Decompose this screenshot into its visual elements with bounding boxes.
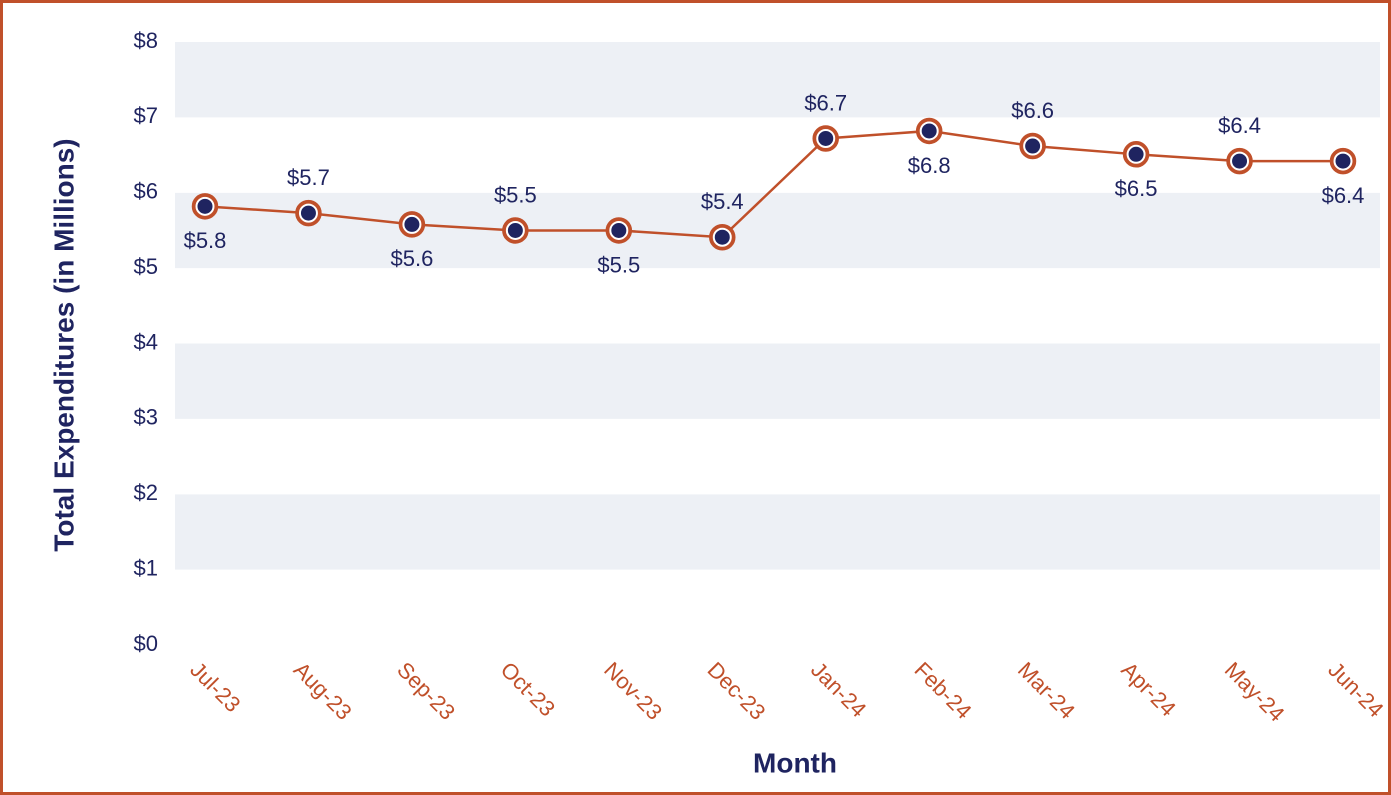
y-tick-label: $1 <box>134 555 158 580</box>
marker-ring <box>1230 151 1250 171</box>
data-label: $5.5 <box>597 252 640 277</box>
x-axis-label: Month <box>753 747 837 778</box>
marker-ring <box>1126 144 1146 164</box>
data-label: $6.4 <box>1218 113 1261 138</box>
marker-ring <box>195 196 215 216</box>
y-tick-label: $5 <box>134 254 158 279</box>
grid-band <box>175 494 1380 570</box>
grid-band <box>175 343 1380 419</box>
y-tick-label: $3 <box>134 405 158 430</box>
marker-ring <box>298 203 318 223</box>
y-tick-label: $6 <box>134 179 158 204</box>
data-label: $5.5 <box>494 182 537 207</box>
data-label: $5.8 <box>184 228 227 253</box>
marker-ring <box>609 220 629 240</box>
marker-ring <box>712 227 732 247</box>
grid-band <box>175 117 1380 193</box>
marker-ring <box>919 121 939 141</box>
data-label: $6.7 <box>804 90 847 115</box>
grid-band <box>175 569 1380 645</box>
data-label: $6.5 <box>1115 176 1158 201</box>
data-label: $6.6 <box>1011 98 1054 123</box>
y-tick-label: $4 <box>134 329 158 354</box>
marker-ring <box>505 220 525 240</box>
data-label: $5.6 <box>390 246 433 271</box>
data-label: $6.4 <box>1322 183 1365 208</box>
grid-band <box>175 42 1380 118</box>
y-tick-label: $7 <box>134 103 158 128</box>
y-tick-label: $0 <box>134 631 158 656</box>
marker-ring <box>1023 136 1043 156</box>
marker-ring <box>402 214 422 234</box>
data-label: $5.7 <box>287 165 330 190</box>
grid-band <box>175 418 1380 495</box>
grid-band <box>175 268 1380 344</box>
grid-band <box>175 192 1380 269</box>
marker-ring <box>1333 151 1353 171</box>
line <box>204 129 1343 239</box>
data-label: $5.4 <box>701 189 744 214</box>
marker-ring <box>816 128 836 148</box>
y-tick-label: $2 <box>134 480 158 505</box>
data-label: $6.8 <box>908 153 951 178</box>
y-axis-label: Total Expenditures (in Millions) <box>48 138 79 551</box>
y-tick-label: $8 <box>134 28 158 53</box>
